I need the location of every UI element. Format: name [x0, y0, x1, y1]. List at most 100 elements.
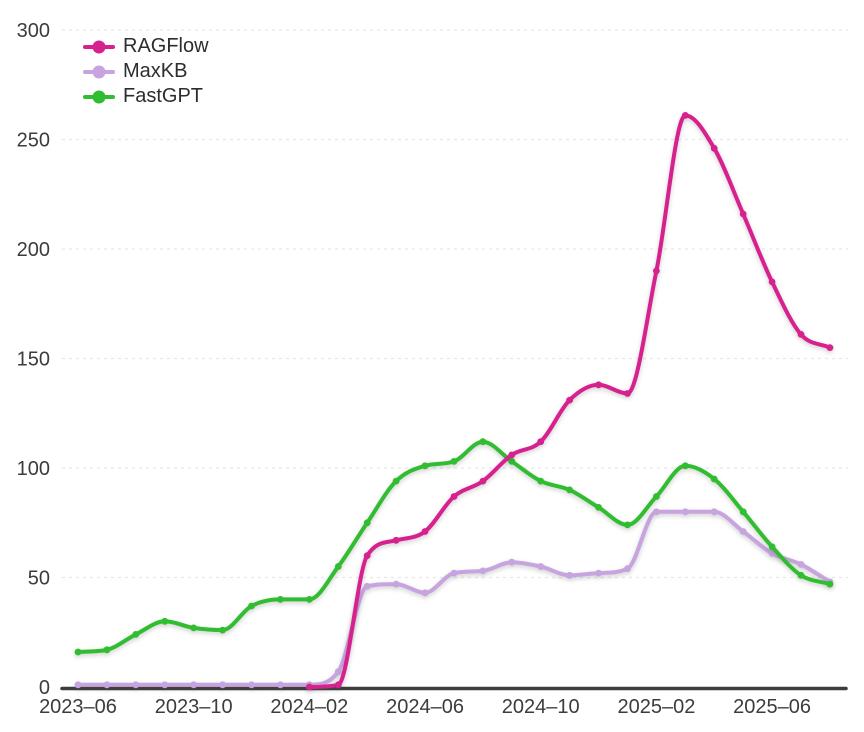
series-point-maxkb: [363, 582, 371, 590]
x-tick-label: 2024–06: [386, 696, 464, 718]
series-point-maxkb: [508, 558, 516, 566]
series-point-maxkb: [739, 528, 747, 535]
series-point-ragflow: [710, 144, 718, 152]
series-point-ragflow: [797, 331, 805, 338]
series-point-ragflow: [566, 396, 573, 404]
series-point-maxkb: [219, 681, 227, 689]
series-point-fastgpt: [739, 508, 747, 516]
series-point-fastgpt: [450, 458, 458, 465]
x-tick-label: 2025–06: [733, 696, 811, 718]
series-point-fastgpt: [74, 648, 82, 656]
x-tick-label: 2023–10: [155, 696, 233, 718]
series-point-fastgpt: [681, 462, 689, 470]
series-point-fastgpt: [710, 475, 718, 483]
series-point-fastgpt: [306, 596, 313, 603]
series-point-fastgpt: [103, 646, 111, 654]
series-point-ragflow: [306, 683, 313, 691]
chart-legend: RAGFlow MaxKB FastGPT: [83, 36, 209, 107]
series-point-maxkb: [566, 571, 573, 579]
legend-label-maxkb: MaxKB: [123, 60, 188, 82]
series-point-maxkb: [450, 569, 458, 577]
y-tick-label: 250: [17, 130, 50, 152]
legend-label-ragflow: RAGFlow: [123, 35, 209, 57]
x-tick-label: 2023–06: [39, 696, 117, 718]
series-point-fastgpt: [392, 477, 400, 485]
series-point-maxkb: [277, 681, 284, 689]
series-point-maxkb: [421, 589, 429, 597]
series-point-fastgpt: [826, 580, 834, 588]
y-tick-label: 300: [17, 20, 50, 42]
series-point-ragflow: [421, 528, 429, 535]
y-tick-label: 50: [28, 568, 50, 590]
series-point-maxkb: [103, 681, 111, 689]
legend-item-maxkb: MaxKB: [83, 61, 209, 82]
series-point-ragflow: [624, 390, 631, 397]
series-point-maxkb: [653, 508, 660, 516]
series-point-ragflow: [334, 681, 342, 689]
series-point-fastgpt: [363, 519, 371, 527]
y-tick-label: 100: [17, 458, 50, 480]
series-fastgpt: [74, 438, 834, 656]
series-point-fastgpt: [595, 504, 602, 511]
legend-marker-fastgpt-icon: [83, 90, 115, 104]
series-point-maxkb: [248, 681, 255, 689]
series-point-ragflow: [537, 438, 545, 446]
series-point-ragflow: [392, 536, 400, 544]
series-point-maxkb: [768, 550, 776, 557]
x-tick-label: 2025–02: [617, 696, 695, 718]
series-line-maxkb: [76, 509, 832, 687]
series-point-fastgpt: [537, 477, 545, 485]
legend-item-ragflow: RAGFlow: [83, 36, 209, 57]
series-point-maxkb: [479, 567, 487, 575]
series-point-maxkb: [710, 508, 718, 516]
legend-label-fastgpt: FastGPT: [123, 85, 204, 107]
legend-marker-ragflow-icon: [83, 40, 115, 54]
series-point-ragflow: [768, 278, 776, 286]
series-point-ragflow: [681, 112, 689, 119]
series-point-ragflow: [479, 477, 487, 485]
legend-item-fastgpt: FastGPT: [83, 86, 209, 107]
series-point-fastgpt: [768, 543, 776, 551]
series-point-ragflow: [653, 267, 660, 275]
series-point-fastgpt: [508, 458, 516, 465]
x-tick-label: 2024–10: [502, 696, 580, 718]
series-point-maxkb: [190, 681, 198, 689]
x-tick-label: 2024–02: [270, 696, 348, 718]
series-point-fastgpt: [248, 602, 255, 610]
series-point-ragflow: [508, 451, 516, 459]
series-point-maxkb: [334, 668, 342, 676]
y-tick-label: 0: [39, 677, 50, 699]
series-point-maxkb: [595, 569, 602, 577]
series-line-fastgpt: [76, 439, 832, 654]
y-tick-label: 150: [17, 349, 50, 371]
series-point-ragflow: [450, 493, 458, 500]
series-point-ragflow: [826, 344, 834, 351]
series-point-fastgpt: [421, 462, 429, 470]
series-point-maxkb: [132, 681, 140, 689]
series-point-fastgpt: [797, 571, 805, 579]
series-point-fastgpt: [161, 617, 169, 625]
series-point-ragflow: [595, 381, 602, 389]
series-point-fastgpt: [653, 493, 660, 500]
series-point-fastgpt: [624, 521, 631, 529]
series-point-maxkb: [161, 681, 169, 689]
series-point-maxkb: [624, 565, 631, 573]
series-point-fastgpt: [277, 596, 284, 603]
series-point-fastgpt: [334, 563, 342, 570]
series-point-fastgpt: [566, 486, 573, 494]
series-point-maxkb: [392, 580, 400, 588]
series-point-fastgpt: [132, 631, 140, 638]
series-point-maxkb: [797, 561, 805, 568]
series-maxkb: [74, 508, 834, 689]
legend-marker-maxkb-icon: [83, 65, 115, 79]
series-point-fastgpt: [479, 438, 487, 446]
series-point-fastgpt: [190, 624, 198, 632]
series-point-ragflow: [739, 210, 747, 218]
series-ragflow: [306, 112, 834, 691]
y-tick-label: 200: [17, 239, 50, 261]
series-point-maxkb: [74, 681, 82, 689]
series-point-ragflow: [363, 552, 371, 559]
series-point-fastgpt: [219, 626, 227, 634]
